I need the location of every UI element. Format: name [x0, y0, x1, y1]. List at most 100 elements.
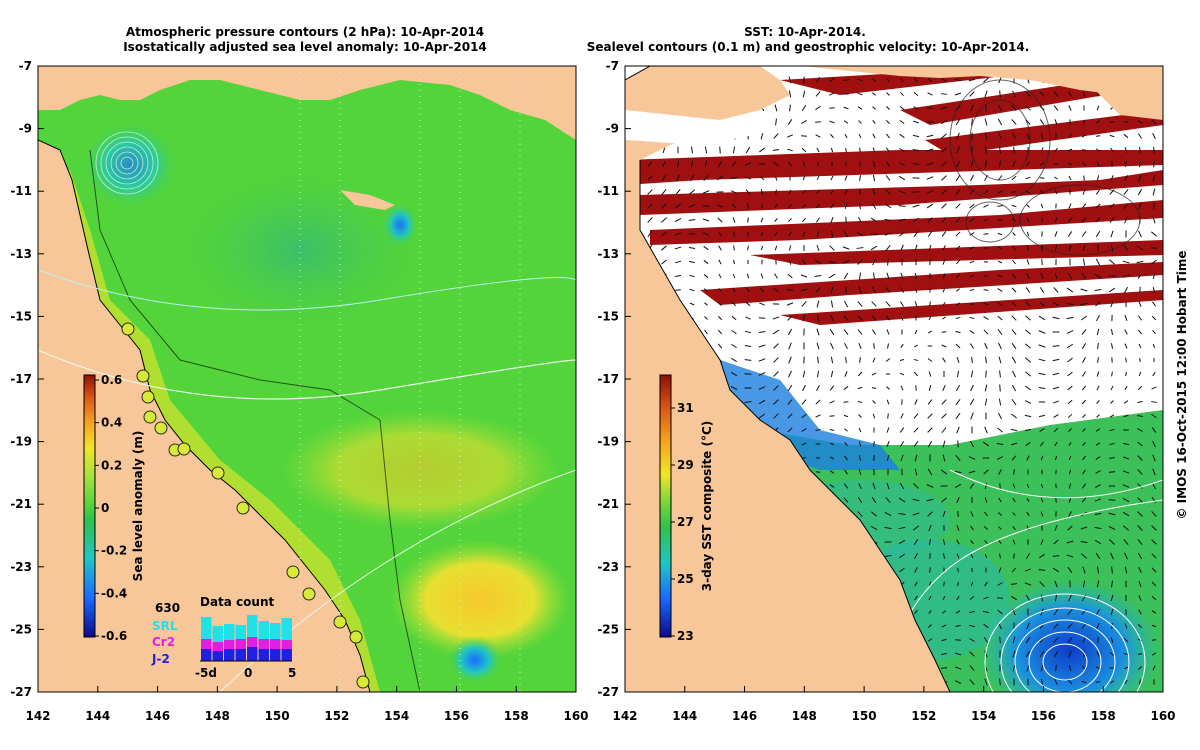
- velocity-arrow: [858, 286, 862, 294]
- velocity-arrow: [1011, 342, 1017, 350]
- velocity-arrow: [1096, 371, 1100, 377]
- velocity-arrow: [1096, 594, 1100, 602]
- velocity-arrow: [914, 77, 918, 83]
- y-tick-label: -23: [597, 560, 619, 574]
- velocity-arrow: [733, 245, 735, 251]
- velocity-arrow: [760, 273, 764, 279]
- velocity-arrow: [969, 218, 975, 222]
- velocity-arrow: [1152, 287, 1156, 293]
- velocity-arrow: [1012, 90, 1016, 98]
- data-count-bar: [224, 649, 235, 661]
- y-tick-label: -11: [10, 184, 32, 198]
- velocity-arrow: [1137, 415, 1143, 417]
- velocity-arrow: [926, 134, 934, 138]
- velocity-arrow: [899, 161, 905, 167]
- velocity-arrow: [718, 160, 722, 168]
- velocity-arrow: [927, 217, 933, 223]
- x-tick-label: 156: [444, 709, 469, 723]
- velocity-arrow: [914, 287, 918, 293]
- velocity-arrow: [691, 160, 693, 168]
- velocity-arrow: [788, 189, 792, 195]
- left-map: 0.6 0.4 0.2 0 -0.2 -0.4 -0.6 Sea level anomaly…: [38, 66, 576, 692]
- velocity-arrow: [941, 331, 947, 333]
- velocity-arrow: [731, 315, 737, 321]
- velocity-arrow: [758, 317, 766, 319]
- velocity-arrow: [1011, 301, 1017, 307]
- velocity-arrow: [1011, 287, 1017, 293]
- velocity-arrow: [1067, 371, 1073, 377]
- velocity-arrow: [788, 356, 792, 364]
- velocity-arrow: [1026, 664, 1030, 672]
- velocity-arrow: [830, 133, 834, 139]
- velocity-arrow: [1082, 371, 1086, 377]
- velocity-arrow: [661, 188, 667, 196]
- tide-gauge-marker: [177, 442, 191, 456]
- velocity-arrow: [984, 678, 988, 686]
- velocity-arrow: [1040, 678, 1044, 686]
- velocity-arrow: [1138, 609, 1142, 615]
- velocity-arrow: [886, 329, 890, 335]
- velocity-arrow: [760, 189, 764, 195]
- velocity-arrow: [955, 343, 961, 349]
- velocity-arrow: [970, 412, 974, 420]
- velocity-arrow: [955, 231, 961, 237]
- velocity-arrow: [898, 190, 906, 194]
- velocity-arrow: [1012, 245, 1016, 251]
- velocity-arrow: [998, 356, 1002, 364]
- velocity-arrow: [1054, 244, 1058, 252]
- velocity-arrow: [746, 287, 750, 293]
- right-png-land: [800, 66, 1163, 100]
- velocity-arrow: [1040, 133, 1044, 139]
- velocity-arrow: [815, 287, 821, 293]
- velocity-arrow: [858, 469, 862, 475]
- y-tick-label: -21: [10, 497, 32, 511]
- velocity-arrow: [885, 244, 891, 252]
- velocity-arrow: [1053, 414, 1059, 418]
- velocity-arrow: [1151, 567, 1157, 573]
- velocity-arrow: [772, 329, 780, 335]
- velocity-arrow: [985, 370, 987, 378]
- velocity-arrow: [732, 273, 736, 279]
- velocity-arrow: [871, 286, 877, 294]
- velocity-arrow: [1151, 119, 1157, 125]
- velocity-arrow: [1124, 385, 1128, 391]
- velocity-arrow: [886, 77, 890, 83]
- velocity-arrow: [1096, 566, 1100, 574]
- velocity-arrow: [745, 301, 751, 307]
- velocity-arrow: [1068, 511, 1072, 517]
- velocity-arrow: [956, 132, 960, 140]
- legend-cr2: Cr2: [152, 635, 175, 649]
- velocity-arrow: [984, 398, 988, 406]
- velocity-arrow: [1038, 569, 1046, 571]
- x-tick-label: 148: [205, 709, 230, 723]
- velocity-arrow: [1110, 637, 1114, 643]
- velocity-arrow: [1026, 483, 1030, 489]
- velocity-arrow: [1024, 400, 1032, 404]
- velocity-arrow: [1026, 217, 1030, 223]
- velocity-arrow: [1067, 413, 1073, 419]
- velocity-arrow: [997, 301, 1003, 307]
- velocity-arrow: [1039, 177, 1045, 179]
- velocity-arrow: [801, 399, 807, 405]
- velocity-arrow: [829, 456, 835, 460]
- velocity-arrow: [1012, 259, 1016, 265]
- velocity-arrow: [1152, 174, 1156, 182]
- velocity-arrow: [969, 637, 975, 643]
- velocity-arrow: [773, 399, 779, 405]
- velocity-arrow: [816, 328, 820, 336]
- velocity-arrow: [956, 273, 960, 279]
- velocity-arrow: [829, 77, 835, 83]
- velocity-arrow: [899, 105, 905, 111]
- velocity-arrow: [703, 245, 709, 251]
- velocity-arrow: [871, 78, 877, 82]
- velocity-arrow: [816, 244, 820, 252]
- velocity-arrow: [815, 414, 821, 418]
- velocity-arrow: [1136, 260, 1144, 264]
- velocity-arrow: [689, 274, 695, 278]
- velocity-arrow: [675, 289, 681, 291]
- velocity-arrow: [914, 272, 918, 280]
- velocity-arrow: [1011, 384, 1017, 392]
- velocity-arrow: [886, 399, 890, 405]
- velocity-arrow: [1053, 539, 1059, 545]
- velocity-arrow: [1025, 650, 1031, 658]
